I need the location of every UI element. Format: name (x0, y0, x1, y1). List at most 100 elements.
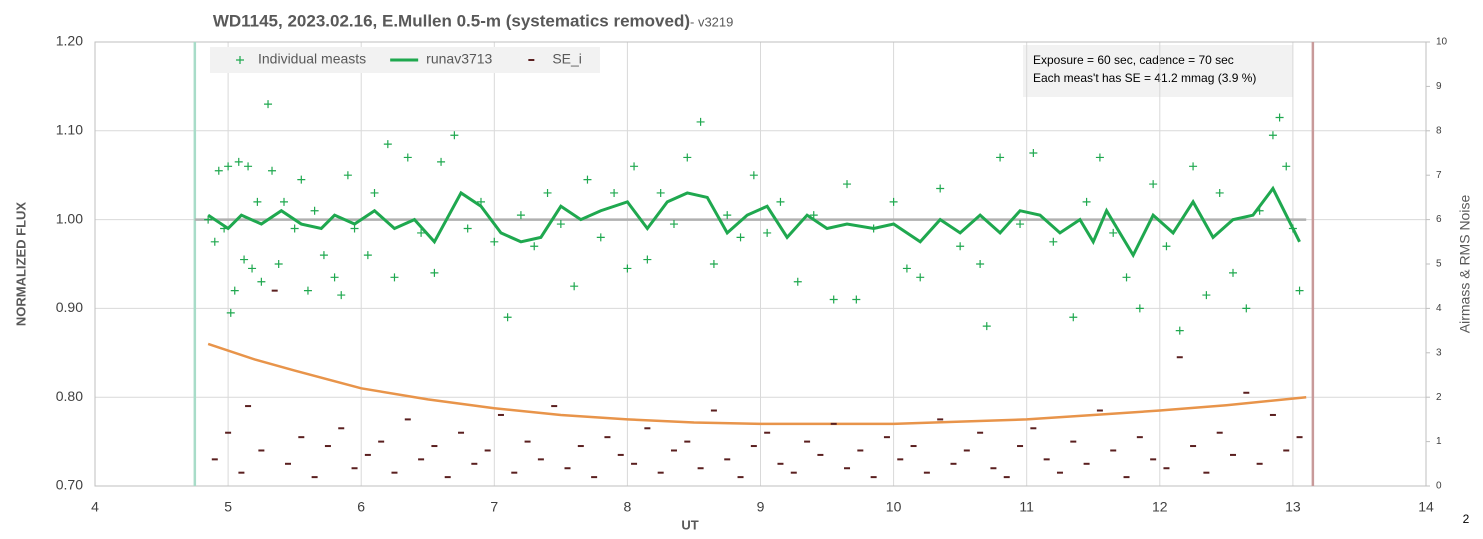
point (790, 471, 797, 474)
point (271, 289, 278, 292)
point (617, 453, 624, 456)
point (264, 100, 273, 109)
point (1070, 440, 1077, 443)
point (1229, 268, 1238, 277)
point (543, 188, 552, 197)
point (710, 409, 717, 412)
point (338, 427, 345, 430)
point (1095, 153, 1104, 162)
plot-frame (94, 41, 1427, 487)
y2-tick-label: 5 (1436, 259, 1442, 270)
x-tick-label: 7 (490, 499, 498, 515)
point (268, 166, 277, 175)
point (916, 273, 925, 282)
point (490, 237, 499, 246)
point (524, 440, 531, 443)
line-series (207, 342, 1307, 426)
chart-subtitle: - v3219 (690, 14, 733, 29)
point (214, 166, 223, 175)
point (1017, 445, 1024, 448)
point (378, 440, 385, 443)
y2-tick-label: 6 (1436, 214, 1442, 225)
point (404, 418, 411, 421)
point (996, 153, 1005, 162)
point (604, 436, 611, 439)
y2-tick-label: 10 (1436, 37, 1448, 48)
point (1163, 467, 1170, 470)
point (1162, 242, 1171, 251)
point (1283, 449, 1290, 452)
point (458, 431, 465, 434)
point (418, 458, 425, 461)
point (902, 264, 911, 273)
point (956, 242, 965, 251)
y2-tick-label: 9 (1436, 81, 1442, 92)
y2-axis-label: Airmass & RMS Noise (1457, 195, 1473, 334)
point (1122, 273, 1131, 282)
point (817, 453, 824, 456)
point (656, 188, 665, 197)
point (1083, 462, 1090, 465)
legend-marker (528, 59, 535, 61)
point (310, 206, 319, 215)
point (253, 197, 262, 206)
point (844, 467, 851, 470)
point (319, 251, 328, 260)
point (224, 162, 233, 171)
point (857, 449, 864, 452)
point (471, 462, 478, 465)
point (724, 458, 731, 461)
x-tick-label: 10 (886, 499, 902, 515)
legend-label: Individual measts (258, 51, 366, 67)
y-axis-label: NORMALIZED FLUX (13, 202, 28, 327)
point (1176, 356, 1183, 359)
point (1268, 131, 1277, 140)
corner-label: 2 (1463, 512, 1470, 526)
point (280, 197, 289, 206)
point (431, 445, 438, 448)
point (390, 273, 399, 282)
point (383, 140, 392, 149)
point (763, 228, 772, 237)
point (697, 467, 704, 470)
point (830, 422, 837, 425)
point (403, 153, 412, 162)
point (669, 220, 678, 229)
y-tick-label: 1.00 (56, 210, 83, 226)
point (530, 242, 539, 251)
point (736, 233, 745, 242)
point (1282, 162, 1291, 171)
x-tick-label: 11 (1019, 499, 1034, 515)
point (1203, 471, 1210, 474)
point (923, 471, 930, 474)
point (643, 255, 652, 264)
point (750, 445, 757, 448)
point (230, 286, 239, 295)
point (583, 175, 592, 184)
point (577, 445, 584, 448)
annotation: Exposure = 60 sec, cadence = 70 sec (1033, 53, 1234, 67)
point (337, 291, 346, 300)
point (370, 188, 379, 197)
y-tick-label: 0.80 (56, 388, 83, 404)
point (889, 197, 898, 206)
point (1243, 391, 1250, 394)
x-tick-label: 14 (1418, 499, 1434, 515)
point (696, 117, 705, 126)
point (1096, 409, 1103, 412)
point (990, 467, 997, 470)
point (1123, 476, 1130, 479)
point (284, 462, 291, 465)
point (556, 220, 565, 229)
point (1056, 471, 1063, 474)
point (1175, 326, 1184, 335)
point (497, 413, 504, 416)
point (670, 449, 677, 452)
point (257, 277, 266, 286)
point (1242, 304, 1251, 313)
point (1202, 291, 1211, 300)
x-tick-label: 4 (91, 499, 99, 515)
y2-tick-label: 8 (1436, 125, 1442, 136)
point (234, 157, 243, 166)
